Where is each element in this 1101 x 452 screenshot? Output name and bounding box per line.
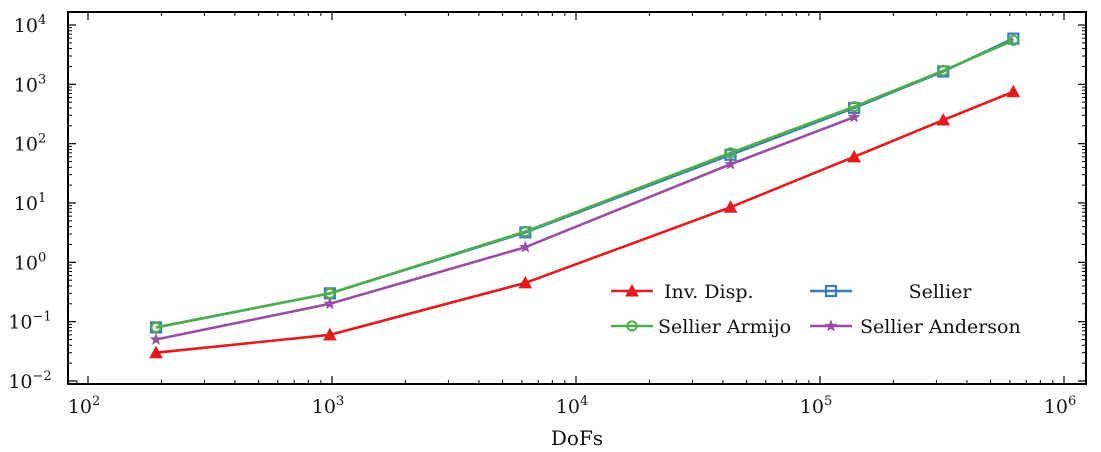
data-point-inv-disp <box>149 345 163 359</box>
y-tick-base: 10 <box>14 74 38 96</box>
x-tick-exp: 5 <box>824 394 832 409</box>
data-point-inv-disp <box>323 327 337 341</box>
y-tick-base: 10 <box>14 15 38 37</box>
x-tick-exp: 4 <box>580 394 588 409</box>
data-point-sellier-armijo <box>1007 34 1019 47</box>
y-tick-label: 10−1 <box>8 310 51 334</box>
series-sellier <box>149 32 1020 334</box>
x-tick-label: 102 <box>68 394 100 418</box>
data-point-inv-disp <box>936 113 951 126</box>
y-tick-base: 10 <box>14 193 38 215</box>
x-tick-exp: 2 <box>92 394 100 409</box>
data-point-sellier-armijo <box>150 321 162 334</box>
data-point-sellier-armijo <box>519 225 531 238</box>
data-point-sellier-anderson <box>149 332 163 345</box>
legend: Inv. Disp. Sellier Sellier Armijo Sellier A… <box>611 281 1021 338</box>
y-tick-base: 10 <box>8 312 32 334</box>
x-tick-label: 106 <box>1044 394 1076 418</box>
legend-entry-sellier-anderson: Sellier Anderson <box>810 316 1021 338</box>
y-tick-exp: 1 <box>38 191 46 206</box>
data-point-sellier-anderson <box>323 297 337 310</box>
x-tick-exp: 3 <box>336 394 344 409</box>
legend-marker <box>824 284 838 298</box>
x-tick-exp: 6 <box>1068 394 1076 409</box>
y-tick-exp: 4 <box>38 13 46 28</box>
y-tick-label: 100 <box>14 250 46 274</box>
series-layer <box>149 32 1021 359</box>
x-tick-label: 105 <box>800 394 832 418</box>
y-tick-exp: −2 <box>33 369 52 384</box>
y-tick-label: 10−2 <box>8 369 51 393</box>
y-tick-label: 102 <box>14 132 46 156</box>
y-tick-exp: −1 <box>33 310 52 325</box>
x-tick-base: 10 <box>800 396 824 418</box>
legend-marker <box>625 283 639 297</box>
legend-entry-sellier: Sellier <box>810 281 972 303</box>
plot-frame <box>67 11 1087 385</box>
series-line-sellier-armijo <box>155 39 1014 329</box>
x-axis-title: DoFs <box>551 426 603 450</box>
data-point-sellier-armijo <box>937 65 949 77</box>
series-inv-disp <box>149 84 1021 359</box>
x-tick-base: 10 <box>68 396 92 418</box>
series-sellier-armijo <box>150 34 1019 334</box>
x-tick-base: 10 <box>312 396 336 418</box>
data-point-inv-disp <box>518 275 533 289</box>
data-point-inv-disp <box>1006 84 1021 98</box>
data-point-sellier-anderson <box>519 240 532 253</box>
y-tick-base: 10 <box>8 371 32 393</box>
legend-label: Sellier <box>909 281 973 303</box>
y-tick-label: 104 <box>14 13 46 37</box>
y-tick-base: 10 <box>14 252 38 274</box>
x-tick-label: 104 <box>556 394 588 418</box>
y-tick-base: 10 <box>14 134 38 156</box>
y-tick-exp: 0 <box>38 250 46 265</box>
series-line-sellier <box>155 37 1014 329</box>
y-tick-exp: 3 <box>38 72 46 87</box>
legend-label: Inv. Disp. <box>664 281 754 303</box>
x-tick-base: 10 <box>556 396 580 418</box>
legend-label: Sellier Anderson <box>860 316 1021 338</box>
legend-entry-sellier-armijo: Sellier Armijo <box>611 316 791 338</box>
x-tick-label: 103 <box>312 394 344 418</box>
data-point-sellier-armijo <box>724 147 737 159</box>
series-sellier-anderson <box>149 110 861 345</box>
y-tick-label: 103 <box>14 72 46 96</box>
data-point-sellier-anderson <box>847 110 861 123</box>
data-point-inv-disp <box>847 149 861 163</box>
y-tick-label: 101 <box>14 191 46 215</box>
y-tick-exp: 2 <box>38 132 46 147</box>
data-point-sellier-anderson <box>724 157 737 170</box>
legend-entry-inv-disp: Inv. Disp. <box>611 281 754 303</box>
legend-label: Sellier Armijo <box>658 316 791 338</box>
x-tick-base: 10 <box>1044 396 1068 418</box>
legend-marker <box>626 320 638 332</box>
legend-marker <box>824 319 838 332</box>
data-point-inv-disp <box>723 200 738 213</box>
